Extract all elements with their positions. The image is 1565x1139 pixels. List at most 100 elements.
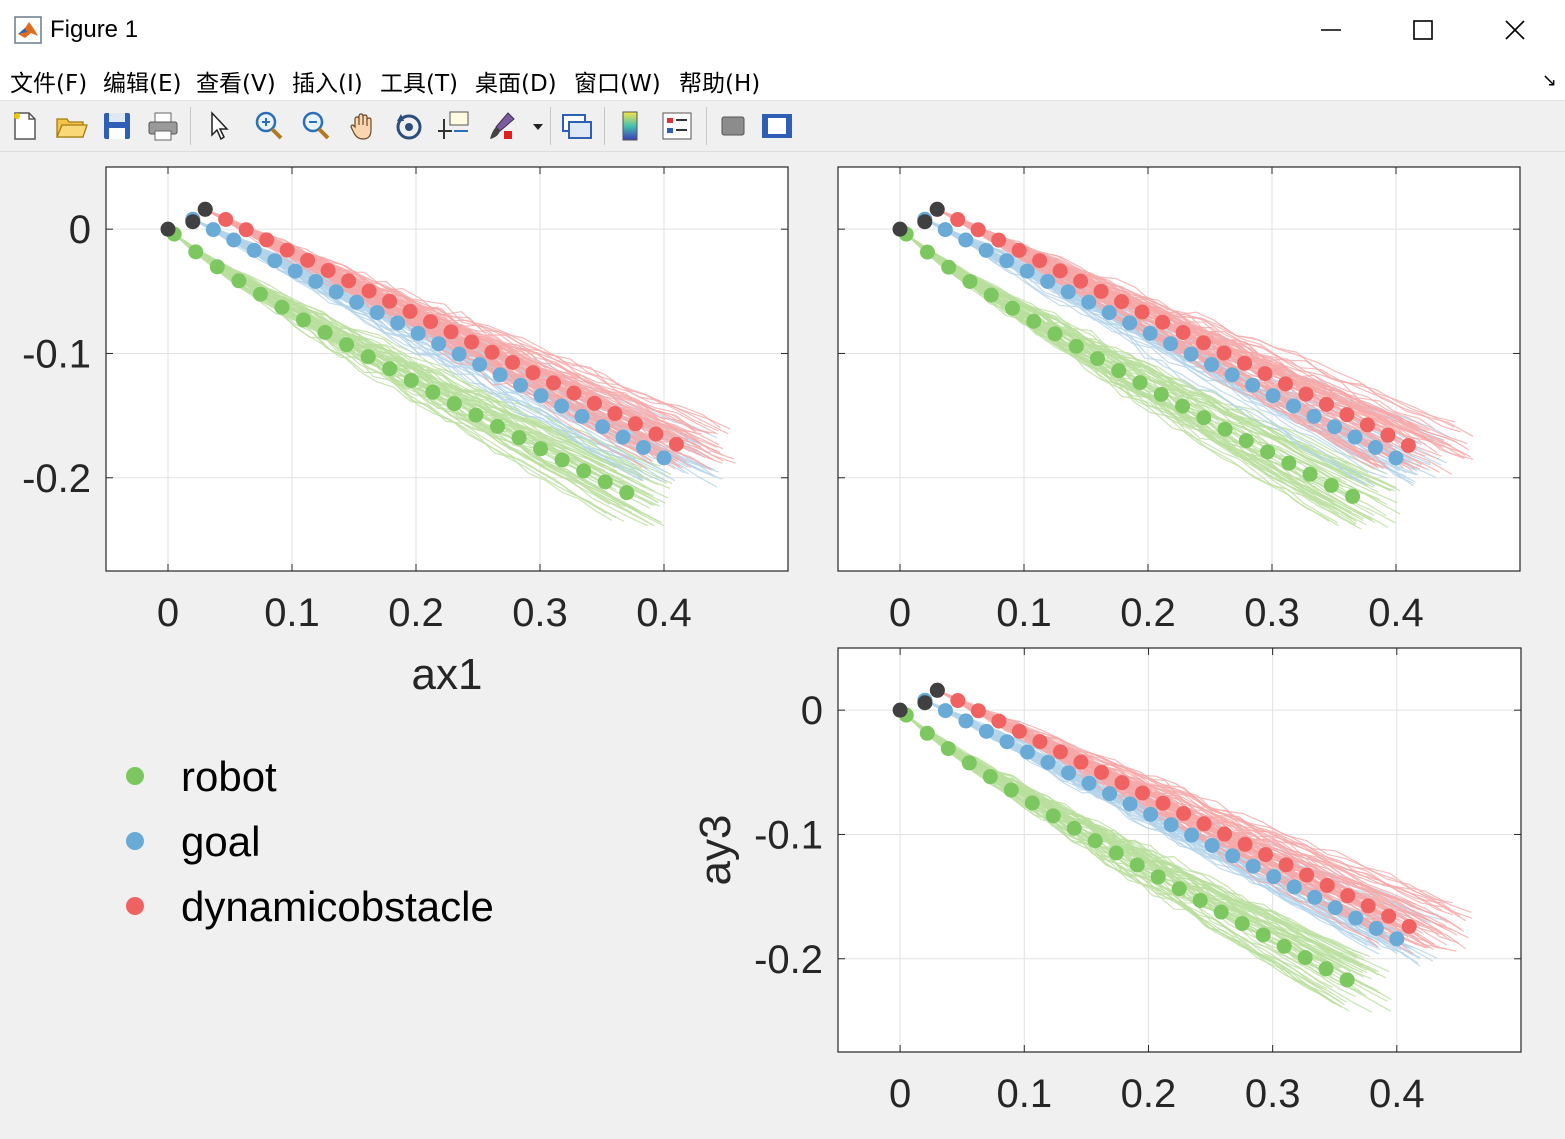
marker-robot [1047, 326, 1063, 342]
axes-bottom-right: 0 0.1 0.2 0.3 0.4 0 -0.1 -0.2 ay3 [691, 647, 1522, 1116]
marker-goal [267, 253, 283, 269]
marker-robot [1196, 410, 1212, 426]
rotate-3d-icon[interactable] [392, 109, 426, 143]
zoom-out-icon[interactable] [299, 109, 333, 143]
marker-dynamicobstacle [1216, 345, 1232, 361]
marker-dynamicobstacle [627, 416, 643, 432]
new-figure-icon[interactable] [8, 109, 42, 143]
title-bar: Figure 1 [0, 0, 1565, 60]
marker-robot [252, 286, 268, 302]
pointer-icon[interactable] [202, 109, 236, 143]
marker-robot [919, 244, 935, 260]
brush-dropdown-icon[interactable] [530, 109, 546, 143]
colorbar-icon[interactable] [614, 109, 648, 143]
trajectory-line-goal [924, 218, 1367, 485]
marker-dynamicobstacle [320, 263, 336, 279]
menu-file[interactable]: 文件(F) [10, 71, 88, 97]
marker-robot [1302, 466, 1318, 482]
marker-robot [1004, 300, 1020, 316]
save-icon[interactable] [100, 109, 134, 143]
marker-goal [349, 294, 365, 310]
marker-dynamicobstacle [1073, 273, 1089, 289]
marker-robot [1192, 892, 1208, 908]
marker-dynamicobstacle [1400, 437, 1416, 453]
menu-desktop[interactable]: 桌面(D) [475, 71, 557, 97]
menu-tools[interactable]: 工具(T) [380, 71, 458, 97]
axes-frame [837, 647, 1522, 1053]
brush-icon[interactable] [486, 109, 520, 143]
marker-dynamicobstacle [1380, 427, 1396, 443]
dock-arrow-icon[interactable]: ↘ [1541, 70, 1557, 90]
marker-robot [1108, 845, 1124, 861]
marker-dynamicobstacle [1299, 867, 1315, 883]
pan-icon[interactable] [346, 109, 380, 143]
trajectory-line-robot [905, 714, 1357, 959]
marker-goal [1020, 744, 1036, 760]
marker-goal [978, 723, 994, 739]
marker-dynamicobstacle [402, 303, 418, 319]
marker-robot [403, 372, 419, 388]
legend-label-goal: goal [181, 818, 260, 865]
marker-dynamicobstacle [1277, 376, 1293, 392]
start-marker [929, 201, 945, 217]
menu-help[interactable]: 帮助(H) [679, 71, 761, 97]
marker-robot [1129, 857, 1145, 873]
marker-robot [1132, 375, 1148, 391]
trajectory-line-robot [905, 233, 1330, 522]
data-cursor-icon[interactable] [438, 109, 472, 143]
maximize-button[interactable] [1377, 0, 1469, 60]
marker-robot [1318, 961, 1334, 977]
menu-insert[interactable]: 插入(I) [292, 71, 363, 97]
marker-goal [1019, 263, 1035, 279]
trajectory-line-goal [192, 218, 642, 482]
marker-dynamicobstacle [1093, 283, 1109, 299]
marker-dynamicobstacle [950, 212, 966, 228]
menu-window[interactable]: 窗口(W) [574, 71, 661, 97]
marker-dynamicobstacle [423, 314, 439, 330]
marker-goal [1368, 921, 1384, 937]
menu-view[interactable]: 查看(V) [196, 71, 276, 97]
marker-goal [574, 408, 590, 424]
zoom-in-icon[interactable] [252, 109, 286, 143]
trajectory-bundles [892, 201, 1474, 530]
open-file-icon[interactable] [54, 109, 88, 143]
marker-dynamicobstacle [300, 252, 316, 268]
marker-robot [1175, 398, 1191, 414]
marker-goal [1266, 869, 1282, 885]
trajectory-line-robot [905, 233, 1388, 475]
print-icon[interactable] [146, 109, 180, 143]
marker-robot [489, 418, 505, 434]
marker-robot [1234, 916, 1250, 932]
marker-dynamicobstacle [361, 283, 377, 299]
marker-goal [958, 232, 974, 248]
marker-dynamicobstacle [484, 344, 500, 360]
marker-dynamicobstacle [1196, 816, 1212, 832]
minimize-button[interactable] [1285, 0, 1377, 60]
marker-goal [1245, 377, 1261, 393]
hide-plot-tools-icon[interactable] [716, 109, 750, 143]
marker-goal [1061, 765, 1077, 781]
marker-goal [1102, 786, 1118, 802]
menu-edit[interactable]: 编辑(E) [103, 71, 182, 97]
marker-goal [1327, 900, 1343, 916]
marker-goal [513, 377, 529, 393]
marker-goal [492, 367, 508, 383]
marker-robot [1150, 869, 1166, 885]
start-marker [917, 214, 933, 230]
close-button[interactable] [1469, 0, 1561, 60]
marker-goal [1347, 429, 1363, 445]
marker-robot [1297, 950, 1313, 966]
minimize-icon [1321, 29, 1341, 31]
marker-dynamicobstacle [1114, 775, 1130, 791]
x-tick-label: 0.1 [996, 1072, 1052, 1116]
marker-robot [941, 259, 957, 275]
legend-icon[interactable] [660, 109, 694, 143]
toolbar-separator [706, 107, 707, 145]
start-marker [917, 695, 933, 711]
marker-dynamicobstacle [505, 354, 521, 370]
marker-goal [226, 232, 242, 248]
show-plot-tools-icon[interactable] [760, 109, 794, 143]
trajectory-line-robot [905, 233, 1355, 498]
link-plot-icon[interactable] [560, 109, 594, 143]
